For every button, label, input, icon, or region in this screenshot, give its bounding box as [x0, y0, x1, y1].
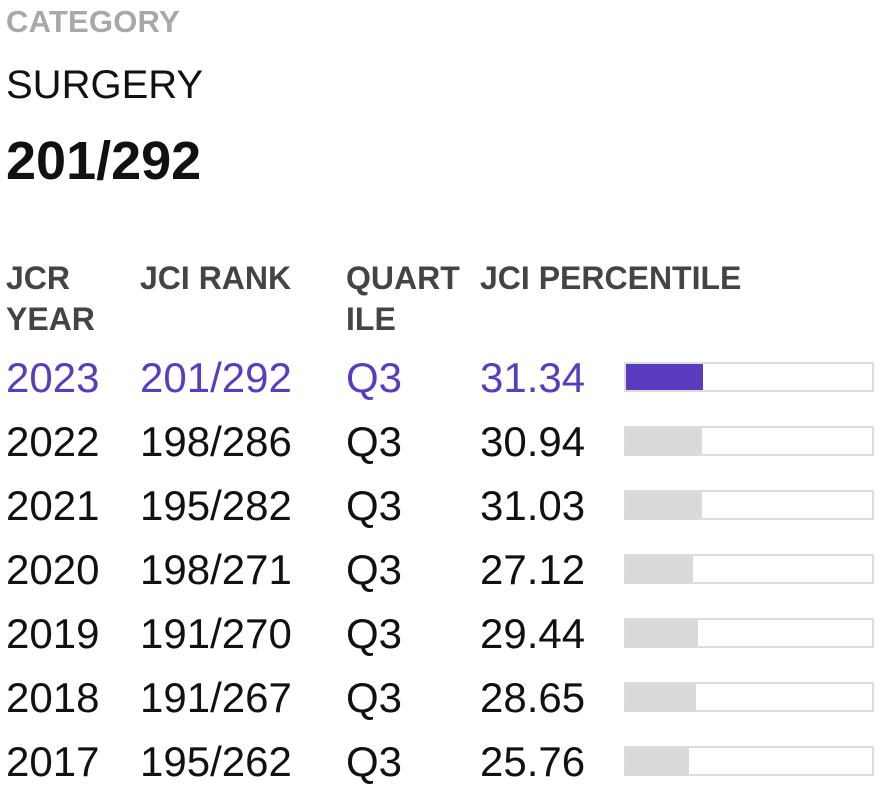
header-jci-percentile: JCI PERCENTILE — [480, 258, 780, 299]
table-row: 2023 201/292 Q3 31.34 — [0, 346, 886, 410]
header-jcr-year-line-1: JCR — [6, 260, 71, 296]
category-name: SURGERY — [6, 63, 204, 107]
header-quartile: QUART ILE — [346, 258, 466, 340]
quartile-cell: Q3 — [346, 482, 403, 529]
table-row: 2018 191/267 Q3 28.65 — [0, 666, 886, 730]
rank-cell: 191/267 — [140, 674, 292, 721]
rank-cell: 198/286 — [140, 418, 292, 465]
table-row: 2017 195/262 Q3 25.76 — [0, 730, 886, 788]
percentile-bar — [624, 554, 874, 584]
quartile-cell: Q3 — [346, 738, 403, 785]
header-jci-percentile-line-1: JCI PERCENTILE — [480, 260, 742, 296]
year-cell: 2019 — [6, 610, 100, 657]
percentile-cell: 30.94 — [480, 418, 586, 465]
header-quartile-line-1: QUART — [346, 260, 460, 296]
quartile-cell: Q3 — [346, 546, 403, 593]
percentile-cell: 25.76 — [480, 738, 586, 785]
table-row: 2020 198/271 Q3 27.12 — [0, 538, 886, 602]
quartile-cell: Q3 — [346, 354, 403, 401]
header-quartile-line-2: ILE — [346, 301, 396, 337]
percentile-cell: 29.44 — [480, 610, 586, 657]
quartile-cell: Q3 — [346, 418, 403, 465]
percentile-bar-fill — [626, 684, 697, 710]
year-cell: 2021 — [6, 482, 100, 529]
quartile-cell: Q3 — [346, 674, 403, 721]
percentile-bar — [624, 618, 874, 648]
percentile-cell: 31.03 — [480, 482, 586, 529]
percentile-bar — [624, 426, 874, 456]
percentile-cell: 31.34 — [480, 354, 586, 401]
rank-cell: 201/292 — [140, 354, 292, 401]
percentile-bar — [624, 746, 874, 776]
header-jci-rank: JCI RANK — [140, 258, 330, 299]
percentile-bar — [624, 682, 874, 712]
percentile-bar-fill — [626, 620, 699, 646]
percentile-bar — [624, 490, 874, 520]
rank-cell: 195/262 — [140, 738, 292, 785]
header-jcr-year: JCR YEAR — [6, 258, 126, 340]
table-row: 2022 198/286 Q3 30.94 — [0, 410, 886, 474]
rank-cell: 195/282 — [140, 482, 292, 529]
percentile-bar-fill — [626, 748, 690, 774]
year-cell: 2020 — [6, 546, 100, 593]
percentile-bar-fill — [626, 556, 693, 582]
table-row: 2019 191/270 Q3 29.44 — [0, 602, 886, 666]
header-jci-rank-line-1: JCI RANK — [140, 260, 292, 296]
quartile-cell: Q3 — [346, 610, 403, 657]
percentile-cell: 28.65 — [480, 674, 586, 721]
header-jcr-year-line-2: YEAR — [6, 301, 95, 337]
percentile-bar-fill — [626, 364, 704, 390]
percentile-bar — [624, 362, 874, 392]
year-cell: 2017 — [6, 738, 100, 785]
percentile-bar-fill — [626, 428, 703, 454]
year-cell: 2023 — [6, 354, 100, 401]
table-header: JCR YEAR JCI RANK QUART ILE JCI PERCENTI… — [0, 258, 886, 340]
year-cell: 2018 — [6, 674, 100, 721]
table-row: 2021 195/282 Q3 31.03 — [0, 474, 886, 538]
percentile-bar-fill — [626, 492, 703, 518]
table-body: 2023 201/292 Q3 31.34 2022 198/286 Q3 30.94 2021… — [0, 346, 886, 788]
percentile-cell: 27.12 — [480, 546, 586, 593]
rank-cell: 191/270 — [140, 610, 292, 657]
year-cell: 2022 — [6, 418, 100, 465]
category-label: CATEGORY — [6, 4, 180, 39]
category-rank: 201/292 — [6, 131, 202, 191]
rank-cell: 198/271 — [140, 546, 292, 593]
